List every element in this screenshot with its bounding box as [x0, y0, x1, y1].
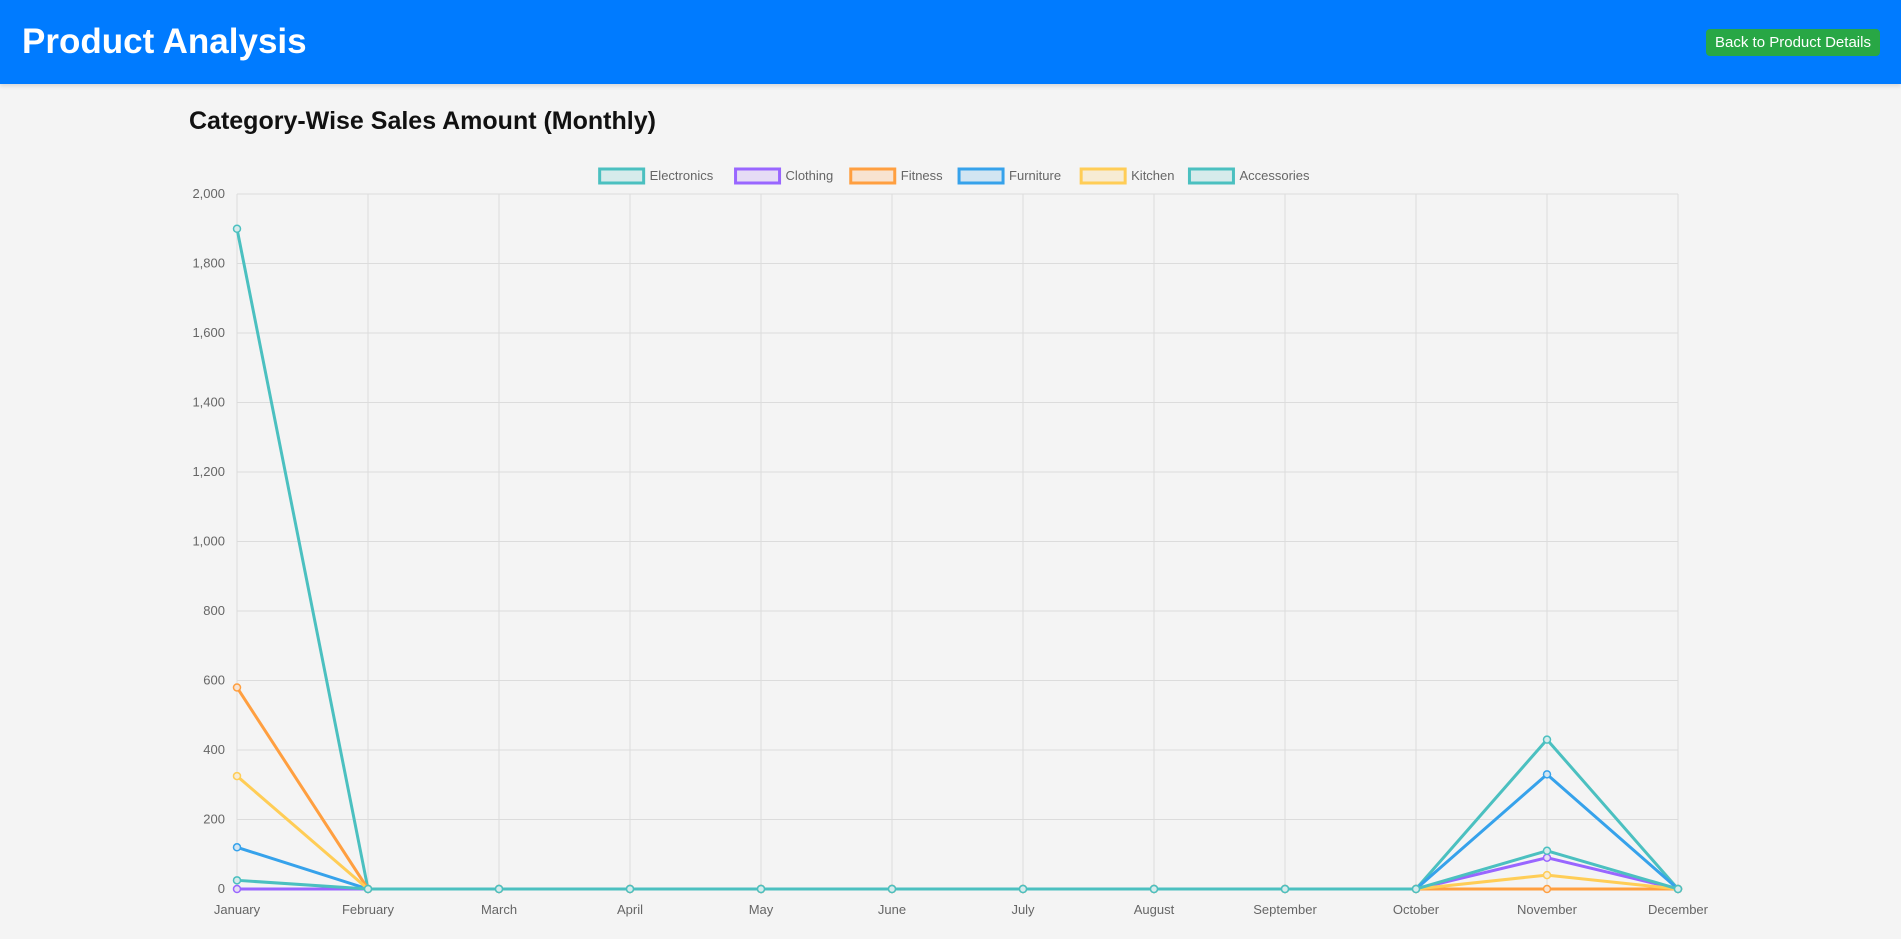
- legend-item-furniture[interactable]: Furniture: [957, 167, 1061, 185]
- y-tick-label: 2,000: [192, 186, 225, 201]
- legend-label: Accessories: [1239, 168, 1310, 183]
- data-point[interactable]: [1542, 770, 1552, 779]
- legend-label: Clothing: [786, 168, 834, 183]
- series-accessories: [232, 846, 1683, 894]
- data-point[interactable]: [887, 884, 897, 894]
- series-fitness: [232, 683, 1683, 894]
- data-point[interactable]: [232, 884, 242, 894]
- x-tick-label: May: [749, 902, 774, 917]
- x-tick-label: December: [1648, 902, 1709, 917]
- data-point[interactable]: [494, 884, 504, 894]
- x-tick-label: January: [214, 902, 261, 917]
- legend-label: Fitness: [901, 168, 943, 183]
- legend-swatch: [957, 167, 1005, 185]
- legend-swatch: [1187, 167, 1235, 185]
- legend-label: Kitchen: [1131, 168, 1174, 183]
- series-line: [235, 772, 1680, 891]
- chart-series: [232, 224, 1683, 894]
- legend-item-fitness[interactable]: Fitness: [849, 167, 943, 185]
- data-point[interactable]: [1018, 884, 1028, 894]
- series-electronics: [232, 224, 1683, 894]
- y-tick-label: 400: [203, 742, 225, 757]
- data-point[interactable]: [1411, 884, 1421, 894]
- data-point[interactable]: [1149, 884, 1159, 894]
- legend-item-kitchen[interactable]: Kitchen: [1079, 167, 1175, 185]
- x-tick-label: April: [617, 902, 643, 917]
- chart-section-title: Category-Wise Sales Amount (Monthly): [189, 107, 656, 135]
- x-tick-label: June: [878, 902, 906, 917]
- x-tick-label: November: [1517, 902, 1578, 917]
- data-point[interactable]: [1280, 884, 1290, 894]
- page-title: Product Analysis: [22, 22, 307, 61]
- data-point[interactable]: [232, 771, 242, 781]
- data-point[interactable]: [1542, 846, 1552, 856]
- y-tick-label: 1,600: [192, 325, 225, 340]
- y-tick-label: 0: [218, 881, 225, 896]
- data-point[interactable]: [1542, 884, 1552, 894]
- data-point[interactable]: [625, 884, 635, 894]
- data-point[interactable]: [1542, 853, 1552, 862]
- y-tick-label: 800: [203, 603, 225, 618]
- y-tick-label: 1,000: [192, 534, 225, 549]
- header: Product Analysis Back to Product Details: [0, 0, 1901, 84]
- data-point[interactable]: [756, 884, 766, 894]
- y-tick-label: 1,400: [192, 395, 225, 410]
- series-line: [235, 685, 1680, 891]
- back-to-product-details-button[interactable]: Back to Product Details: [1706, 29, 1880, 56]
- data-point[interactable]: [363, 884, 373, 894]
- chart-legend[interactable]: Electronics Clothing Fitness Furniture Kitch…: [598, 167, 1310, 185]
- data-point[interactable]: [232, 843, 242, 852]
- legend-swatch: [598, 167, 646, 185]
- y-tick-label: 200: [203, 812, 225, 827]
- y-axis: 0 200 400 600 800 1,000 1,200 1,400 1,600 1,800 2,…: [192, 186, 225, 896]
- series-line: [235, 227, 1680, 891]
- series-line: [235, 774, 1680, 891]
- x-tick-label: October: [1393, 902, 1440, 917]
- x-tick-label: August: [1134, 902, 1175, 917]
- chart-grid: [236, 193, 1679, 890]
- data-point[interactable]: [1542, 870, 1552, 880]
- y-tick-label: 600: [203, 673, 225, 688]
- legend-swatch: [734, 167, 782, 185]
- data-point[interactable]: [232, 876, 242, 885]
- data-point[interactable]: [232, 683, 242, 692]
- legend-item-electronics[interactable]: Electronics: [598, 167, 714, 185]
- data-point[interactable]: [1673, 884, 1683, 894]
- legend-label: Electronics: [650, 168, 714, 183]
- data-point[interactable]: [1542, 735, 1552, 744]
- legend-swatch: [1079, 167, 1127, 185]
- y-tick-label: 1,800: [192, 256, 225, 271]
- legend-item-clothing[interactable]: Clothing: [734, 167, 834, 185]
- x-axis: January February March April May June July Augu…: [214, 902, 1709, 917]
- y-tick-label: 1,200: [192, 464, 225, 479]
- legend-label: Furniture: [1009, 168, 1061, 183]
- x-tick-label: March: [481, 902, 517, 917]
- data-point[interactable]: [232, 224, 242, 233]
- legend-item-accessories[interactable]: Accessories: [1187, 167, 1310, 185]
- x-tick-label: February: [342, 902, 395, 917]
- legend-swatch: [849, 167, 897, 185]
- series-line: [235, 849, 1680, 891]
- x-tick-label: July: [1011, 902, 1035, 917]
- x-tick-label: September: [1253, 902, 1317, 917]
